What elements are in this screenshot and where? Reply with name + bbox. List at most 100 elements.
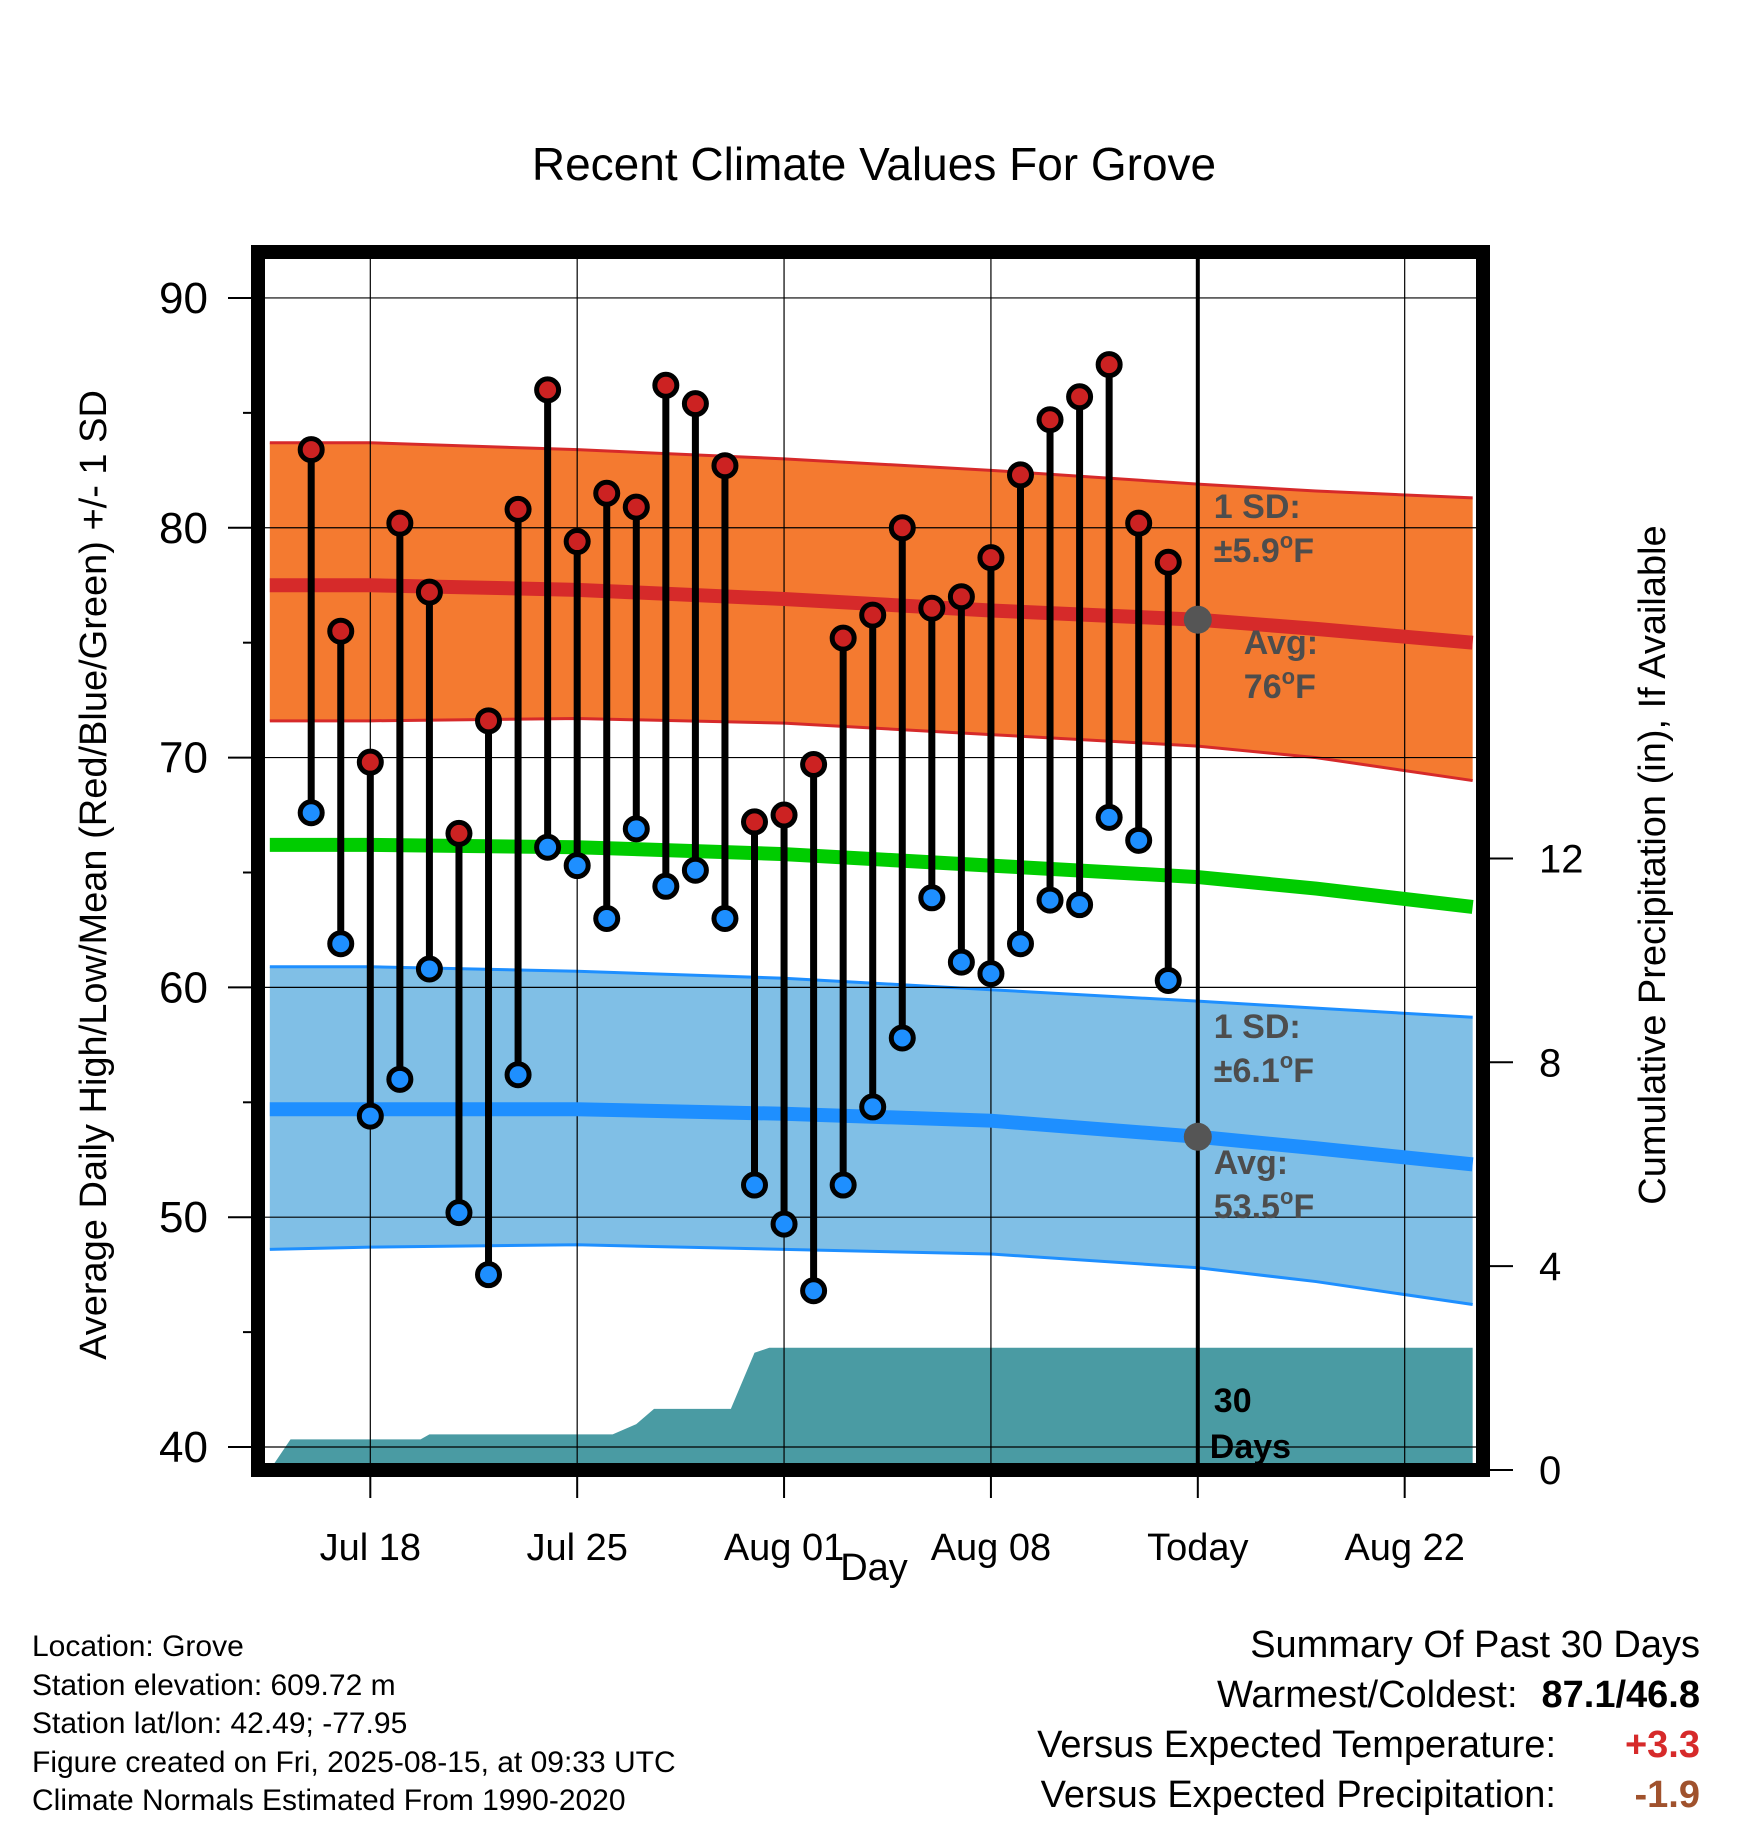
- high-point: [1036, 406, 1064, 434]
- warm-cold-label: Warmest/Coldest:: [1216, 1674, 1518, 1716]
- high-point: [1006, 461, 1034, 489]
- precipitation-area: [269, 1347, 1473, 1470]
- high-point: [918, 594, 946, 622]
- precip-row: Versus Expected Precipitation: -1.9: [1037, 1770, 1700, 1820]
- precip-value: -1.9: [1634, 1774, 1700, 1816]
- low-point: [593, 904, 621, 932]
- low-point: [563, 852, 591, 880]
- low-point: [445, 1199, 473, 1227]
- high-point: [563, 528, 591, 556]
- summary-panel: Summary Of Past 30 Days Warmest/Coldest:…: [1037, 1620, 1700, 1820]
- high-point: [297, 436, 325, 464]
- high-sd-upper-edge: [269, 441, 1473, 500]
- y-tick-label: 70: [159, 734, 208, 783]
- low-point: [1095, 803, 1123, 831]
- low-avg-label: Avg:: [1214, 1144, 1288, 1182]
- high-point: [386, 509, 414, 537]
- low-point: [415, 955, 443, 983]
- latlon-text: Station lat/lon: 42.49; -77.95: [32, 1707, 408, 1740]
- low-point: [475, 1261, 503, 1289]
- low-point: [327, 930, 355, 958]
- warm-cold-row: Warmest/Coldest: 87.1/46.8: [1037, 1670, 1700, 1720]
- low-point: [888, 1024, 916, 1052]
- low-point: [297, 799, 325, 827]
- chart-title: Recent Climate Values For Grove: [532, 138, 1216, 190]
- high-sd-lower-edge: [269, 717, 1473, 783]
- high-point: [1154, 548, 1182, 576]
- low-point: [1006, 930, 1034, 958]
- low-point: [681, 856, 709, 884]
- high-point: [681, 390, 709, 418]
- x-tick-label: Jul 25: [526, 1527, 627, 1569]
- high-point: [622, 493, 650, 521]
- y-tick-label: 80: [159, 504, 208, 553]
- x-axis-label: Day: [840, 1547, 908, 1589]
- high-point: [800, 750, 828, 778]
- today-high-average-dot: [1183, 605, 1212, 634]
- y2-tick-label: 4: [1539, 1245, 1561, 1289]
- summary-title: Summary Of Past 30 Days: [1250, 1624, 1700, 1666]
- y2-tick-label: 0: [1539, 1449, 1561, 1493]
- high-point: [711, 452, 739, 480]
- low-point: [1036, 886, 1064, 914]
- y-tick-label: 40: [159, 1423, 208, 1472]
- created-text: Figure created on Fri, 2025-08-15, at 09…: [32, 1745, 676, 1779]
- temp-label: Versus Expected Temperature:: [1037, 1724, 1556, 1766]
- low-point: [829, 1171, 857, 1199]
- low-point: [800, 1277, 828, 1305]
- normals-text: Climate Normals Estimated From 1990-2020: [32, 1784, 626, 1817]
- high-point: [445, 819, 473, 847]
- low-point: [977, 960, 1005, 988]
- high-point: [977, 544, 1005, 572]
- high-point: [327, 617, 355, 645]
- plot-frame: [251, 245, 1490, 1477]
- y-tick-label: 50: [159, 1193, 208, 1242]
- y-tick-label: 60: [159, 963, 208, 1012]
- precip-label: Versus Expected Precipitation:: [1040, 1774, 1556, 1816]
- high-point: [652, 371, 680, 399]
- high-point: [415, 578, 443, 606]
- x-tick-label: Aug 01: [724, 1527, 844, 1569]
- low-point: [1125, 826, 1153, 854]
- temp-value: +3.3: [1624, 1724, 1700, 1766]
- high-point: [504, 495, 532, 523]
- high-point: [741, 808, 769, 836]
- high-point: [1125, 509, 1153, 537]
- low-sd-value: ±6.1oF: [1214, 1048, 1314, 1090]
- high-point: [1066, 383, 1094, 411]
- x-tick-label: Today: [1147, 1527, 1248, 1569]
- high-point: [770, 801, 798, 829]
- low-point: [652, 872, 680, 900]
- high-point: [534, 376, 562, 404]
- high-sd-label: 1 SD:: [1214, 488, 1301, 526]
- high-point: [1095, 351, 1123, 379]
- low-point: [918, 884, 946, 912]
- high-avg-value: 76oF: [1244, 664, 1316, 706]
- high-average-line: [269, 578, 1474, 650]
- today-low-average-dot: [1183, 1122, 1212, 1151]
- days-label: Days: [1210, 1428, 1291, 1466]
- low-point: [947, 948, 975, 976]
- high-point: [888, 514, 916, 542]
- low-avg-value: 53.5oF: [1214, 1184, 1314, 1226]
- days-count-label: 30: [1214, 1382, 1252, 1420]
- high-point: [356, 748, 384, 776]
- daily-markers: [297, 351, 1182, 1305]
- station-info: Location: Grove Station elevation: 609.7…: [32, 1628, 676, 1821]
- temp-row: Versus Expected Temperature: +3.3: [1037, 1720, 1700, 1770]
- low-sd-band: [269, 966, 1473, 1305]
- y-axis-label: Average Daily High/Low/Mean (Red/Blue/Gr…: [73, 390, 115, 1360]
- high-point: [475, 707, 503, 735]
- y2-axis-label: Cumulative Precipitation (in), If Availa…: [1632, 525, 1674, 1204]
- frame-rect: [251, 245, 1490, 1477]
- low-point: [711, 904, 739, 932]
- y-axis: 40 50 60 70 80 90: [159, 274, 258, 1472]
- daily-stems: [307, 364, 1172, 1291]
- precip-area: [269, 1347, 1473, 1470]
- high-avg-label: Avg:: [1244, 624, 1318, 662]
- low-point: [1066, 891, 1094, 919]
- low-point: [386, 1065, 414, 1093]
- y-tick-label: 90: [159, 274, 208, 323]
- low-sd-lower-edge: [269, 1243, 1473, 1307]
- x-tick-label: Jul 18: [320, 1527, 421, 1569]
